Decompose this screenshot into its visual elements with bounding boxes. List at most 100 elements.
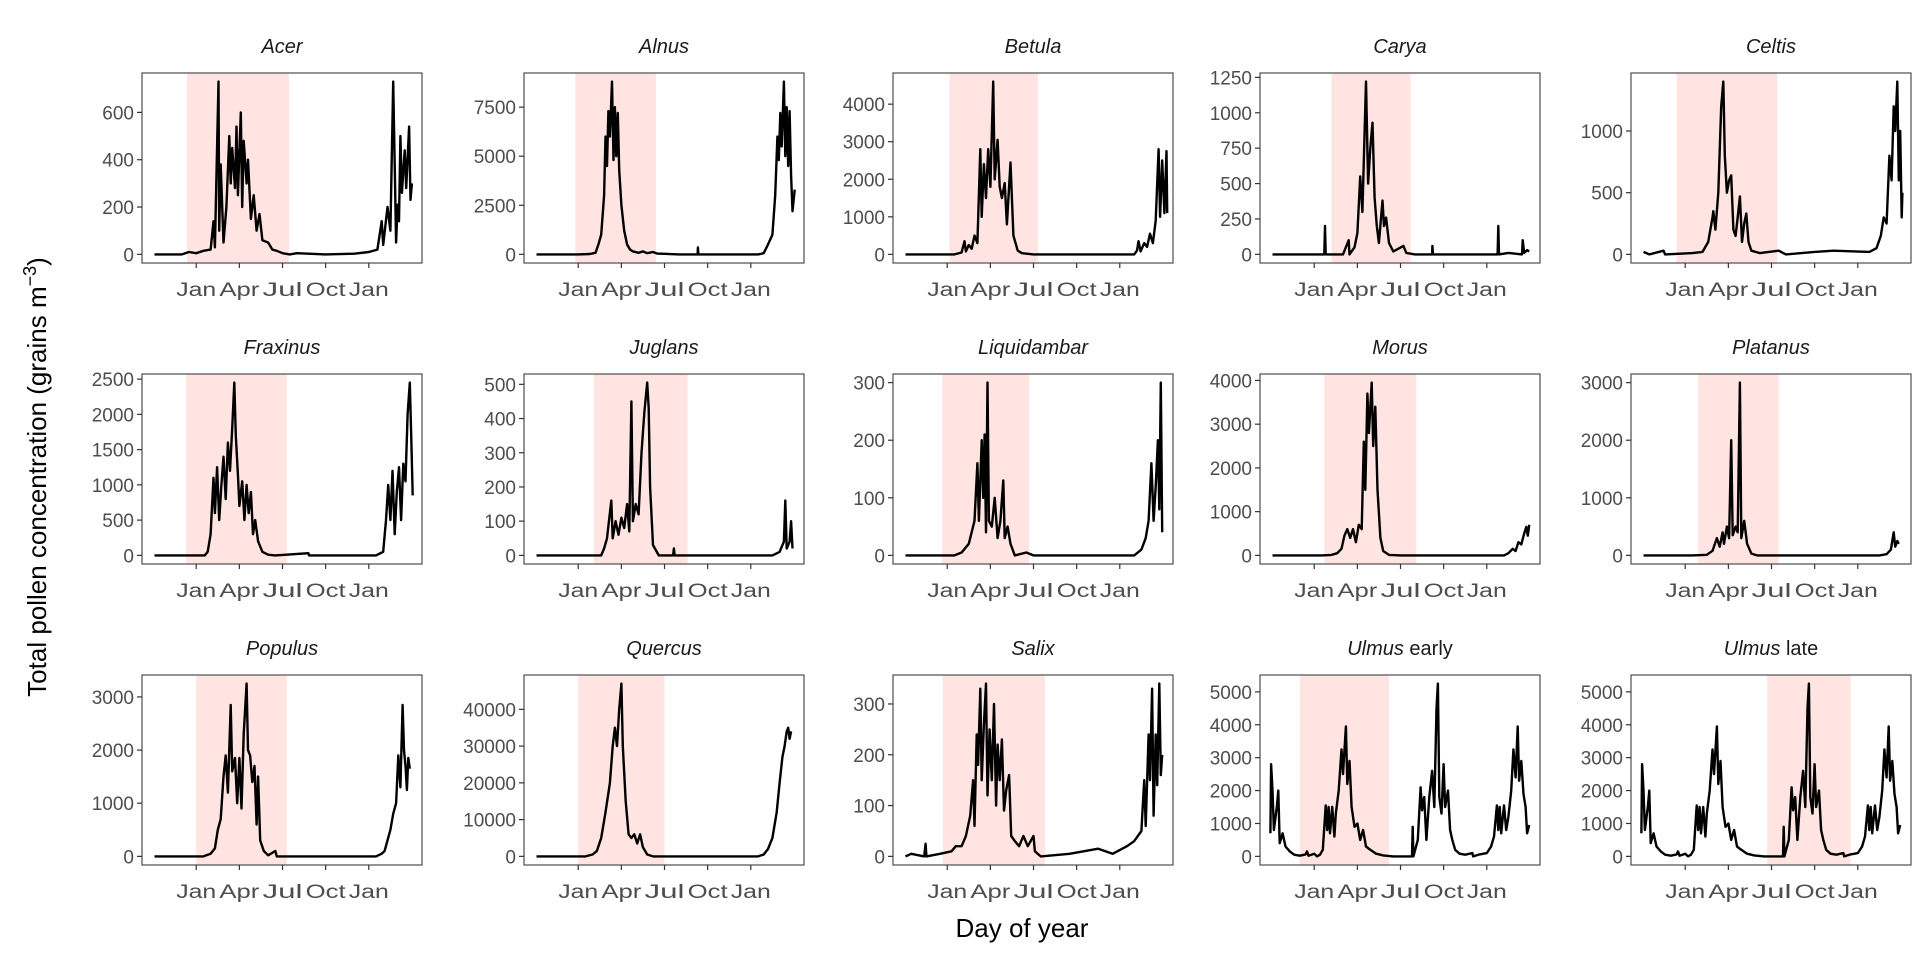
panel-title-suffix: late bbox=[1780, 638, 1818, 660]
pollen-series-line bbox=[905, 80, 1169, 256]
y-tick-label: 0 bbox=[1241, 847, 1252, 868]
y-tick-label: 5000 bbox=[474, 147, 516, 168]
y-tick-label: 500 bbox=[1220, 175, 1252, 196]
y-tick-label: 200 bbox=[853, 746, 885, 767]
x-tick-label: Apr bbox=[219, 882, 260, 903]
x-tick-label: Jan bbox=[1665, 280, 1705, 301]
x-tick-label: Jan bbox=[1467, 581, 1507, 602]
panel-title: Platanus bbox=[1732, 337, 1810, 359]
y-tick-label: 0 bbox=[874, 546, 885, 567]
x-tick-label: Oct bbox=[1795, 882, 1836, 903]
y-tick-label: 250 bbox=[1220, 210, 1252, 231]
x-tick-label: Jan bbox=[1100, 581, 1140, 602]
x-tick-label: Oct bbox=[688, 581, 729, 602]
y-tick-label: 400 bbox=[484, 410, 516, 431]
y-tick-label: 200 bbox=[853, 431, 885, 452]
x-tick-label: Oct bbox=[1057, 280, 1098, 301]
x-tick-label: Jan bbox=[1665, 581, 1705, 602]
x-tick-label: Apr bbox=[970, 280, 1011, 301]
y-tick-label: 0 bbox=[1612, 847, 1623, 868]
panel-title-genus: Acer bbox=[260, 36, 303, 58]
y-tick-label: 300 bbox=[484, 444, 516, 465]
panel-title: Betula bbox=[1005, 36, 1062, 58]
y-tick-label: 3000 bbox=[1581, 749, 1623, 770]
y-tick-label: 3000 bbox=[1210, 749, 1252, 770]
y-tick-label: 1000 bbox=[843, 208, 885, 229]
panel-title-genus: Betula bbox=[1005, 36, 1062, 58]
y-tick-label: 1000 bbox=[1581, 489, 1623, 510]
panel-title: Populus bbox=[246, 638, 318, 660]
season-shade bbox=[575, 73, 656, 263]
pollen-series-line bbox=[905, 381, 1164, 557]
x-tick-label: Jan bbox=[1294, 280, 1334, 301]
y-tick-label: 600 bbox=[102, 103, 134, 124]
x-tick-label: Oct bbox=[1424, 581, 1465, 602]
y-tick-label: 1500 bbox=[92, 441, 134, 462]
x-tick-label: Jan bbox=[1294, 882, 1334, 903]
pollen-series-line bbox=[1272, 381, 1531, 557]
y-axis-title: Total pollen concentration (grains m−3) bbox=[20, 257, 52, 697]
panel-title-genus: Carya bbox=[1373, 36, 1426, 58]
x-tick-label: Oct bbox=[306, 581, 347, 602]
panel-title-genus: Ulmus bbox=[1347, 638, 1404, 660]
y-tick-label: 2000 bbox=[1210, 782, 1252, 803]
y-tick-label: 4000 bbox=[843, 95, 885, 116]
x-tick-label: Oct bbox=[1057, 882, 1098, 903]
y-tick-label: 0 bbox=[123, 546, 134, 567]
pollen-series-line bbox=[154, 80, 414, 256]
x-tick-label: Jan bbox=[176, 581, 216, 602]
x-tick-label: Jan bbox=[731, 280, 771, 301]
x-tick-label: Jul bbox=[1014, 280, 1054, 301]
y-tick-label: 0 bbox=[1241, 546, 1252, 567]
y-tick-label: 1000 bbox=[1210, 104, 1252, 125]
y-tick-label: 300 bbox=[853, 374, 885, 395]
pollen-series-line bbox=[154, 381, 414, 557]
x-tick-label: Jan bbox=[558, 581, 598, 602]
x-tick-label: Jan bbox=[176, 882, 216, 903]
y-tick-label: 100 bbox=[853, 797, 885, 818]
panel-title: Liquidambar bbox=[978, 337, 1089, 359]
x-tick-label: Jan bbox=[176, 280, 216, 301]
y-tick-label: 20000 bbox=[463, 774, 516, 795]
x-tick-label: Jul bbox=[1752, 280, 1792, 301]
x-tick-label: Apr bbox=[1337, 882, 1378, 903]
y-tick-label: 3000 bbox=[843, 133, 885, 154]
season-shade bbox=[1676, 73, 1778, 263]
x-tick-label: Apr bbox=[601, 280, 642, 301]
y-tick-label: 0 bbox=[505, 847, 516, 868]
pollen-series-line bbox=[1640, 682, 1902, 858]
x-tick-label: Oct bbox=[688, 280, 729, 301]
x-tick-label: Apr bbox=[1337, 581, 1378, 602]
x-tick-label: Jan bbox=[927, 581, 967, 602]
x-tick-label: Jul bbox=[1752, 581, 1792, 602]
panel-title: Alnus bbox=[638, 36, 689, 58]
x-tick-label: Jan bbox=[1467, 882, 1507, 903]
y-tick-label: 3000 bbox=[92, 688, 134, 709]
x-tick-label: Jul bbox=[263, 280, 303, 301]
y-tick-label: 1000 bbox=[1210, 503, 1252, 524]
x-tick-label: Apr bbox=[219, 280, 260, 301]
x-tick-label: Jan bbox=[927, 882, 967, 903]
panel-title-genus: Populus bbox=[246, 638, 318, 660]
x-tick-label: Jul bbox=[645, 882, 685, 903]
x-tick-label: Jul bbox=[263, 581, 303, 602]
panel-title: Fraxinus bbox=[244, 337, 321, 359]
x-tick-label: Jan bbox=[349, 581, 389, 602]
x-axis-title: Day of year bbox=[956, 913, 1089, 943]
y-tick-label: 2000 bbox=[92, 741, 134, 762]
pollen-series-line bbox=[1643, 381, 1900, 557]
panel-title-genus: Quercus bbox=[626, 638, 702, 660]
y-tick-label: 1000 bbox=[1581, 122, 1623, 143]
y-tick-label: 0 bbox=[1612, 245, 1623, 266]
x-tick-label: Jan bbox=[1838, 280, 1878, 301]
pollen-series-line bbox=[1272, 80, 1530, 256]
